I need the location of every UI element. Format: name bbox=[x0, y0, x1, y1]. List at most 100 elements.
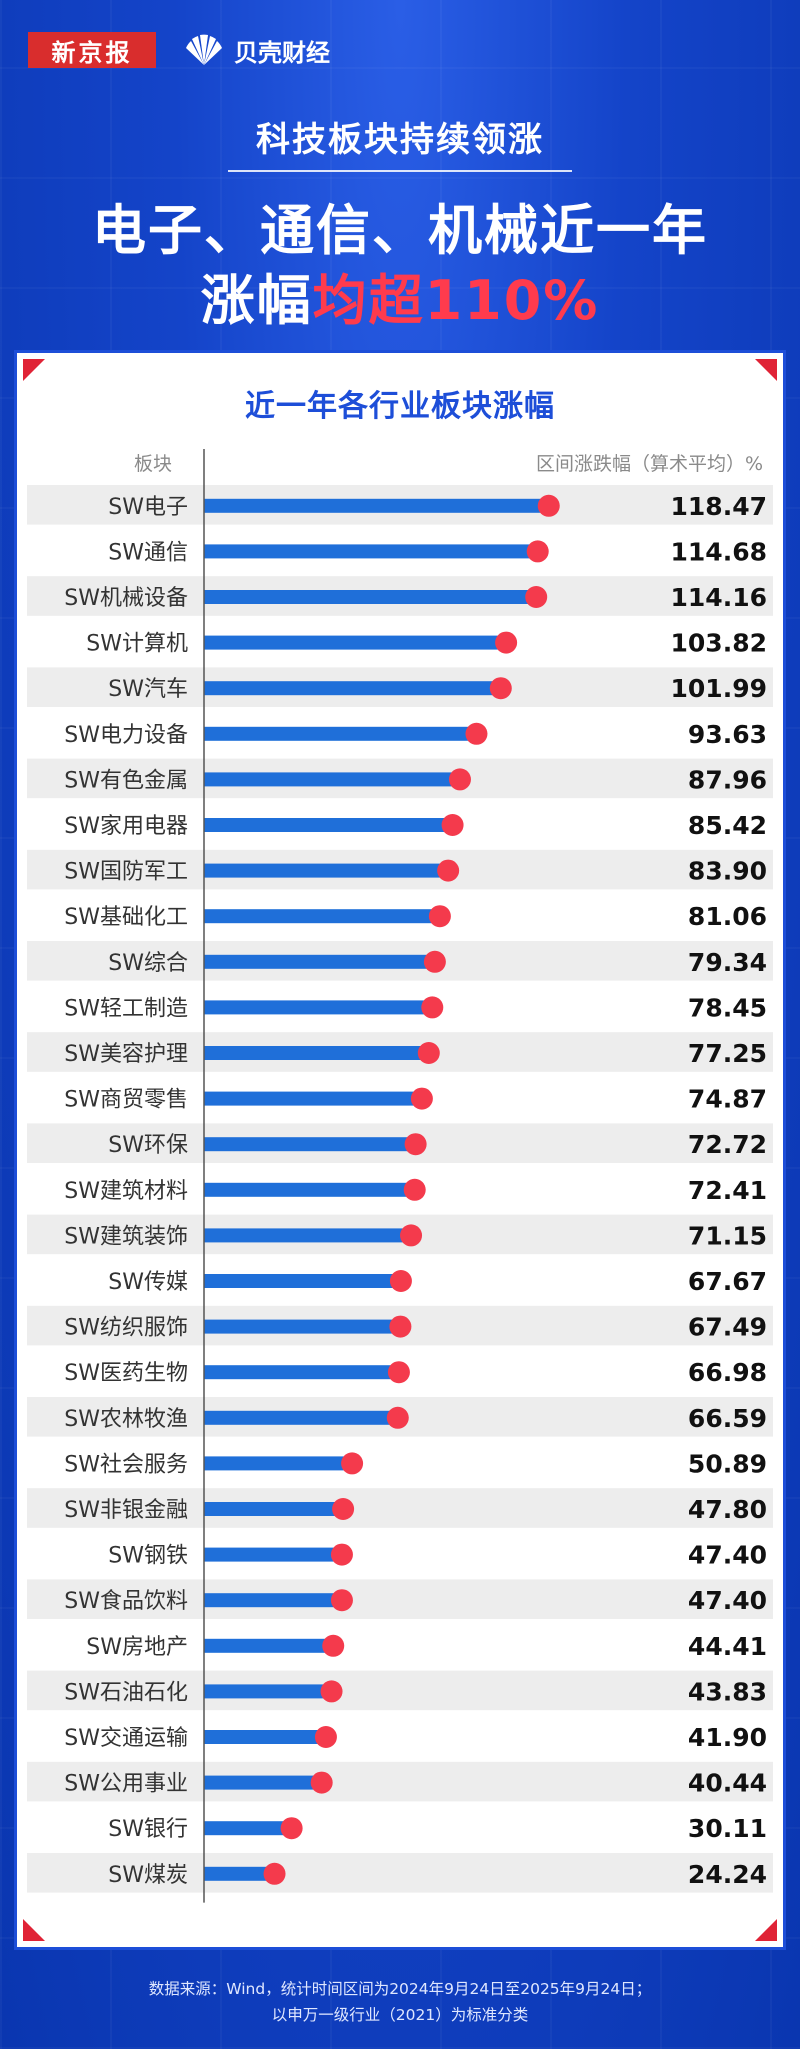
bar bbox=[204, 1730, 326, 1744]
bar-end-dot bbox=[387, 1361, 410, 1384]
category-label: SW轻工制造 bbox=[64, 996, 188, 1021]
category-label: SW汽车 bbox=[108, 677, 188, 702]
bar bbox=[204, 909, 440, 924]
category-label: SW交通运输 bbox=[64, 1726, 188, 1751]
bar-end-dot bbox=[332, 1498, 355, 1520]
value-label: 77.25 bbox=[688, 1039, 767, 1068]
bar-end-dot bbox=[310, 1771, 333, 1794]
bar bbox=[204, 1502, 344, 1516]
bar-end-dot bbox=[341, 1452, 364, 1475]
bar-end-dot bbox=[263, 1862, 286, 1885]
value-label: 79.34 bbox=[688, 948, 767, 977]
bar-end-dot bbox=[437, 859, 460, 882]
chart-title: 近一年各行业板块涨幅 bbox=[245, 389, 555, 424]
corner-mark bbox=[23, 1919, 45, 1941]
category-label: SW有色金属 bbox=[64, 768, 188, 793]
value-label: 101.99 bbox=[671, 674, 767, 703]
bar-end-dot bbox=[448, 768, 471, 791]
category-label: SW基础化工 bbox=[64, 905, 188, 930]
bar bbox=[204, 1410, 398, 1425]
row-background bbox=[27, 1853, 773, 1893]
bar-end-dot bbox=[322, 1634, 345, 1657]
bar-end-dot bbox=[441, 814, 464, 836]
bar bbox=[204, 1821, 292, 1836]
beike-logo-text: 贝壳财经 bbox=[234, 38, 330, 67]
category-label: SW综合 bbox=[108, 951, 188, 976]
headline-line2-red: 均超110% bbox=[312, 269, 600, 332]
category-label: SW环保 bbox=[108, 1133, 188, 1158]
category-label: SW纺织服饰 bbox=[64, 1316, 188, 1341]
value-label: 72.41 bbox=[688, 1176, 767, 1205]
category-label: SW农林牧渔 bbox=[64, 1407, 188, 1432]
bar-end-dot bbox=[428, 905, 451, 928]
bar-end-dot bbox=[525, 586, 548, 608]
bar bbox=[204, 1775, 322, 1790]
row-background bbox=[27, 1488, 773, 1528]
bar bbox=[204, 954, 435, 969]
category-label: SW社会服务 bbox=[64, 1452, 188, 1477]
bar-end-dot bbox=[386, 1406, 409, 1429]
bar-end-dot bbox=[314, 1726, 337, 1748]
value-label: 47.80 bbox=[688, 1495, 767, 1524]
bar bbox=[204, 1091, 422, 1106]
bar-end-dot bbox=[465, 722, 488, 745]
category-label: SW建筑材料 bbox=[64, 1179, 188, 1204]
footnote: 数据来源：Wind，统计时间区间为2024年9月24日至2025年9月24日； … bbox=[0, 1976, 800, 2028]
value-label: 87.96 bbox=[688, 765, 767, 794]
footnote-line2: 以申万一级行业（2021）为标准分类 bbox=[271, 2006, 529, 2024]
value-label: 24.24 bbox=[688, 1860, 767, 1889]
value-label: 118.47 bbox=[671, 492, 767, 521]
category-label: SW银行 bbox=[108, 1817, 188, 1842]
beike-logo: 贝壳财经 bbox=[182, 30, 330, 70]
bar-end-dot bbox=[400, 1224, 423, 1247]
bar-end-dot bbox=[389, 1270, 412, 1292]
bar bbox=[204, 681, 501, 696]
bar bbox=[204, 1228, 412, 1243]
bar-end-dot bbox=[489, 677, 512, 700]
bar bbox=[204, 1684, 332, 1699]
value-label: 50.89 bbox=[688, 1449, 767, 1478]
bar bbox=[204, 1456, 353, 1471]
footnote-line1: 数据来源：Wind，统计时间区间为2024年9月24日至2025年9月24日； bbox=[148, 1980, 652, 1998]
headline-line2: 涨幅均超110% bbox=[0, 256, 800, 335]
category-label: SW家用电器 bbox=[64, 814, 188, 839]
row-background bbox=[27, 1761, 773, 1802]
value-label: 66.98 bbox=[688, 1358, 767, 1387]
value-label: 103.82 bbox=[671, 629, 767, 658]
bar bbox=[204, 1046, 429, 1060]
bar-end-dot bbox=[423, 950, 446, 973]
value-label: 93.63 bbox=[688, 720, 767, 749]
value-label: 67.49 bbox=[688, 1313, 767, 1342]
value-label: 40.44 bbox=[688, 1769, 767, 1798]
category-label: SW钢铁 bbox=[108, 1544, 188, 1569]
value-label: 44.41 bbox=[688, 1632, 767, 1661]
bar bbox=[204, 726, 477, 741]
bar-end-dot bbox=[526, 540, 549, 563]
value-label: 41.90 bbox=[688, 1723, 767, 1752]
category-label: SW传媒 bbox=[108, 1270, 188, 1295]
corner-mark bbox=[755, 1919, 777, 1941]
shell-icon bbox=[186, 34, 222, 65]
xinjingbao-logo: 新京报 bbox=[28, 32, 156, 68]
category-label: SW机械设备 bbox=[64, 586, 188, 611]
category-label: SW商贸零售 bbox=[64, 1088, 188, 1113]
category-label: SW石油石化 bbox=[64, 1680, 188, 1705]
value-label: 85.42 bbox=[688, 811, 767, 840]
bar-end-dot bbox=[330, 1589, 353, 1612]
bar bbox=[204, 635, 507, 650]
category-label: SW计算机 bbox=[86, 632, 188, 657]
category-label: SW通信 bbox=[108, 540, 188, 565]
category-label: SW公用事业 bbox=[64, 1772, 188, 1797]
category-label: SW建筑装饰 bbox=[64, 1224, 188, 1249]
headline-line2-white: 涨幅 bbox=[200, 269, 313, 332]
category-label: SW电力设备 bbox=[64, 723, 188, 748]
category-label: SW非银金融 bbox=[64, 1498, 188, 1523]
bar bbox=[204, 590, 537, 604]
value-label: 114.68 bbox=[671, 537, 767, 566]
headline-line1: 电子、通信、机械近一年 bbox=[92, 199, 708, 262]
bar-end-dot bbox=[404, 1133, 427, 1156]
bar-end-dot bbox=[330, 1543, 353, 1566]
headline-divider bbox=[228, 170, 572, 172]
value-label: 43.83 bbox=[688, 1677, 767, 1706]
bar-end-dot bbox=[495, 631, 518, 654]
